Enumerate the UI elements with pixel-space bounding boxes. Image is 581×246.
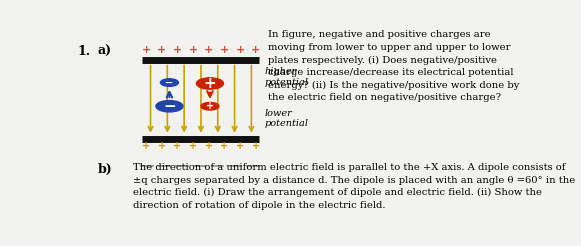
Text: 1.: 1. [77, 45, 90, 58]
Text: b): b) [98, 163, 112, 176]
Text: −: − [166, 77, 174, 88]
Text: The direction of a uniform electric field is parallel to the +X axis. A dipole c: The direction of a uniform electric fiel… [134, 163, 576, 210]
Circle shape [201, 102, 219, 110]
Text: +: + [157, 141, 166, 151]
Text: +: + [236, 141, 244, 151]
Circle shape [156, 101, 183, 112]
Text: +: + [142, 141, 150, 151]
Text: −: − [163, 99, 176, 114]
Text: +: + [252, 141, 260, 151]
Text: +: + [205, 141, 213, 151]
Text: +: + [173, 141, 181, 151]
Text: +: + [157, 45, 166, 55]
Text: a): a) [98, 45, 112, 58]
Text: +: + [220, 141, 228, 151]
Text: +: + [173, 45, 182, 55]
Text: In figure, negative and positive charges are
moving from lower to upper and uppe: In figure, negative and positive charges… [268, 31, 520, 102]
Text: +: + [141, 45, 150, 55]
Text: +: + [235, 45, 245, 55]
Circle shape [160, 79, 178, 86]
Text: lower
potential: lower potential [265, 109, 309, 128]
Text: +: + [251, 45, 260, 55]
Text: +: + [206, 101, 214, 111]
Text: +: + [220, 45, 229, 55]
Text: higher
potential: higher potential [265, 67, 309, 87]
Text: +: + [188, 45, 198, 55]
Text: +: + [203, 76, 216, 91]
Circle shape [196, 78, 224, 89]
Text: +: + [189, 141, 197, 151]
Text: +: + [204, 45, 213, 55]
